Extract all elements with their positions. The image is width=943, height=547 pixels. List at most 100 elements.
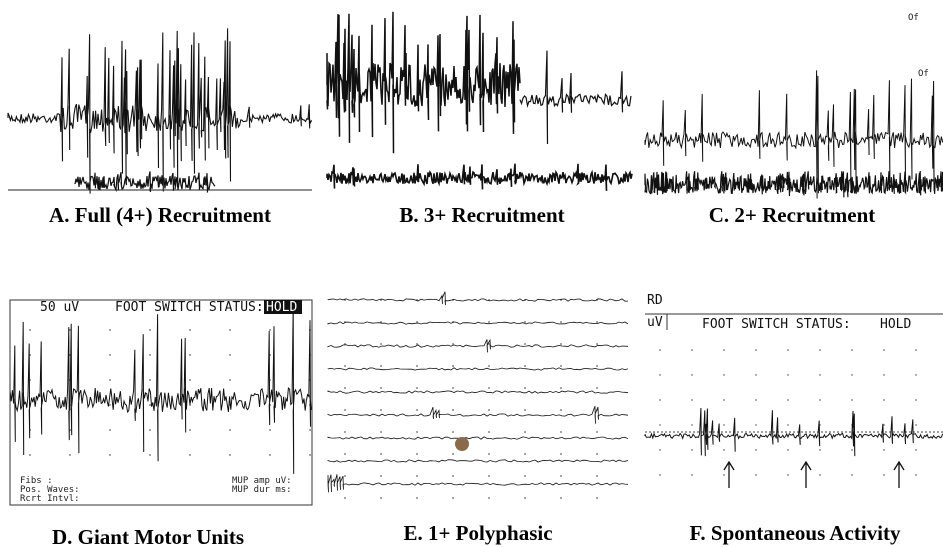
grid-dot [691, 424, 693, 426]
trace [328, 322, 628, 324]
grid-dot [344, 431, 346, 433]
caption: B. 3+ Recruitment [399, 203, 564, 227]
grid-dot [452, 497, 454, 499]
grid-dot [596, 365, 598, 367]
grid-dot [819, 399, 821, 401]
grid-dot [596, 475, 598, 477]
arrow [724, 462, 734, 488]
grid-dot [488, 365, 490, 367]
grid-dot [723, 474, 725, 476]
grid-dot [851, 449, 853, 451]
grid-dot [596, 387, 598, 389]
grid-dot [488, 497, 490, 499]
grid-dot [309, 454, 311, 456]
grid-dot [691, 399, 693, 401]
grid-dot [723, 374, 725, 376]
grid-dot [560, 409, 562, 411]
trace [327, 164, 632, 191]
overlay-text: FOOT SWITCH STATUS: [115, 300, 264, 315]
trace [328, 368, 628, 370]
grid-dot [452, 431, 454, 433]
grid-dot [344, 475, 346, 477]
trace [8, 28, 312, 193]
caption: A. Full (4+) Recruitment [49, 203, 271, 227]
caption: F. Spontaneous Activity [689, 521, 901, 545]
grid-dot [524, 409, 526, 411]
grid-dot [380, 387, 382, 389]
grid-dot [787, 399, 789, 401]
grid-dot [229, 454, 231, 456]
overlay-text: HOLD [880, 317, 911, 332]
grid-dot [883, 374, 885, 376]
grid-dot [755, 399, 757, 401]
grid-dot [149, 404, 151, 406]
trace [327, 12, 520, 153]
grid-dot [109, 454, 111, 456]
grid-dot [269, 454, 271, 456]
grid-dot [560, 453, 562, 455]
grid-dot [488, 387, 490, 389]
grid-dot [524, 497, 526, 499]
grid-dot [659, 399, 661, 401]
grid-dot [344, 387, 346, 389]
grid-dot [524, 387, 526, 389]
grid-dot [560, 365, 562, 367]
grid-dot [229, 379, 231, 381]
grid-dot [915, 449, 917, 451]
grid-dot [109, 379, 111, 381]
grid-dot [488, 321, 490, 323]
grid-dot [229, 329, 231, 331]
overlay-text: 50 uV [40, 300, 79, 315]
trace [328, 437, 628, 439]
grid-dot [380, 475, 382, 477]
grid-dot [452, 409, 454, 411]
grid-dot [524, 365, 526, 367]
grid-dot [596, 321, 598, 323]
trace [328, 474, 628, 492]
overlay-text: FOOT SWITCH STATUS: [702, 317, 851, 332]
grid-dot [723, 349, 725, 351]
grid-dot [524, 431, 526, 433]
overlay-text: HOLD [266, 300, 297, 315]
grid-dot [416, 453, 418, 455]
grid-dot [787, 449, 789, 451]
grid-dot [560, 431, 562, 433]
trace [328, 406, 628, 424]
grid-dot [819, 449, 821, 451]
grid-dot [915, 374, 917, 376]
grid-dot [416, 431, 418, 433]
grid-dot [723, 424, 725, 426]
grid-dot [344, 497, 346, 499]
grid-dot [109, 404, 111, 406]
grid-dot [755, 349, 757, 351]
grid-dot [452, 387, 454, 389]
grid-dot [109, 429, 111, 431]
traces [8, 12, 943, 499]
grid-dot [755, 374, 757, 376]
overlay-text: Rcrt Intvl: [20, 494, 80, 504]
trace [328, 391, 628, 393]
grid-dot [915, 399, 917, 401]
grid-dot [691, 474, 693, 476]
trace [645, 171, 943, 197]
grid-dot [380, 453, 382, 455]
grid-dot [416, 475, 418, 477]
grid-dot [787, 474, 789, 476]
grid-dot [659, 374, 661, 376]
grid-dot [416, 497, 418, 499]
grid-dot [452, 365, 454, 367]
grid-dot [269, 329, 271, 331]
grid-dot [29, 454, 31, 456]
grid-dot [883, 349, 885, 351]
grid-dot [851, 374, 853, 376]
overlay-text: Of [918, 69, 929, 79]
trace [75, 171, 215, 192]
grid-dot [596, 343, 598, 345]
grid-dot [659, 474, 661, 476]
grid-dot [380, 365, 382, 367]
grid-dot [723, 449, 725, 451]
overlay-text: RD [647, 293, 663, 308]
grid-dot [819, 349, 821, 351]
grid-dot [524, 343, 526, 345]
grid-dot [659, 424, 661, 426]
